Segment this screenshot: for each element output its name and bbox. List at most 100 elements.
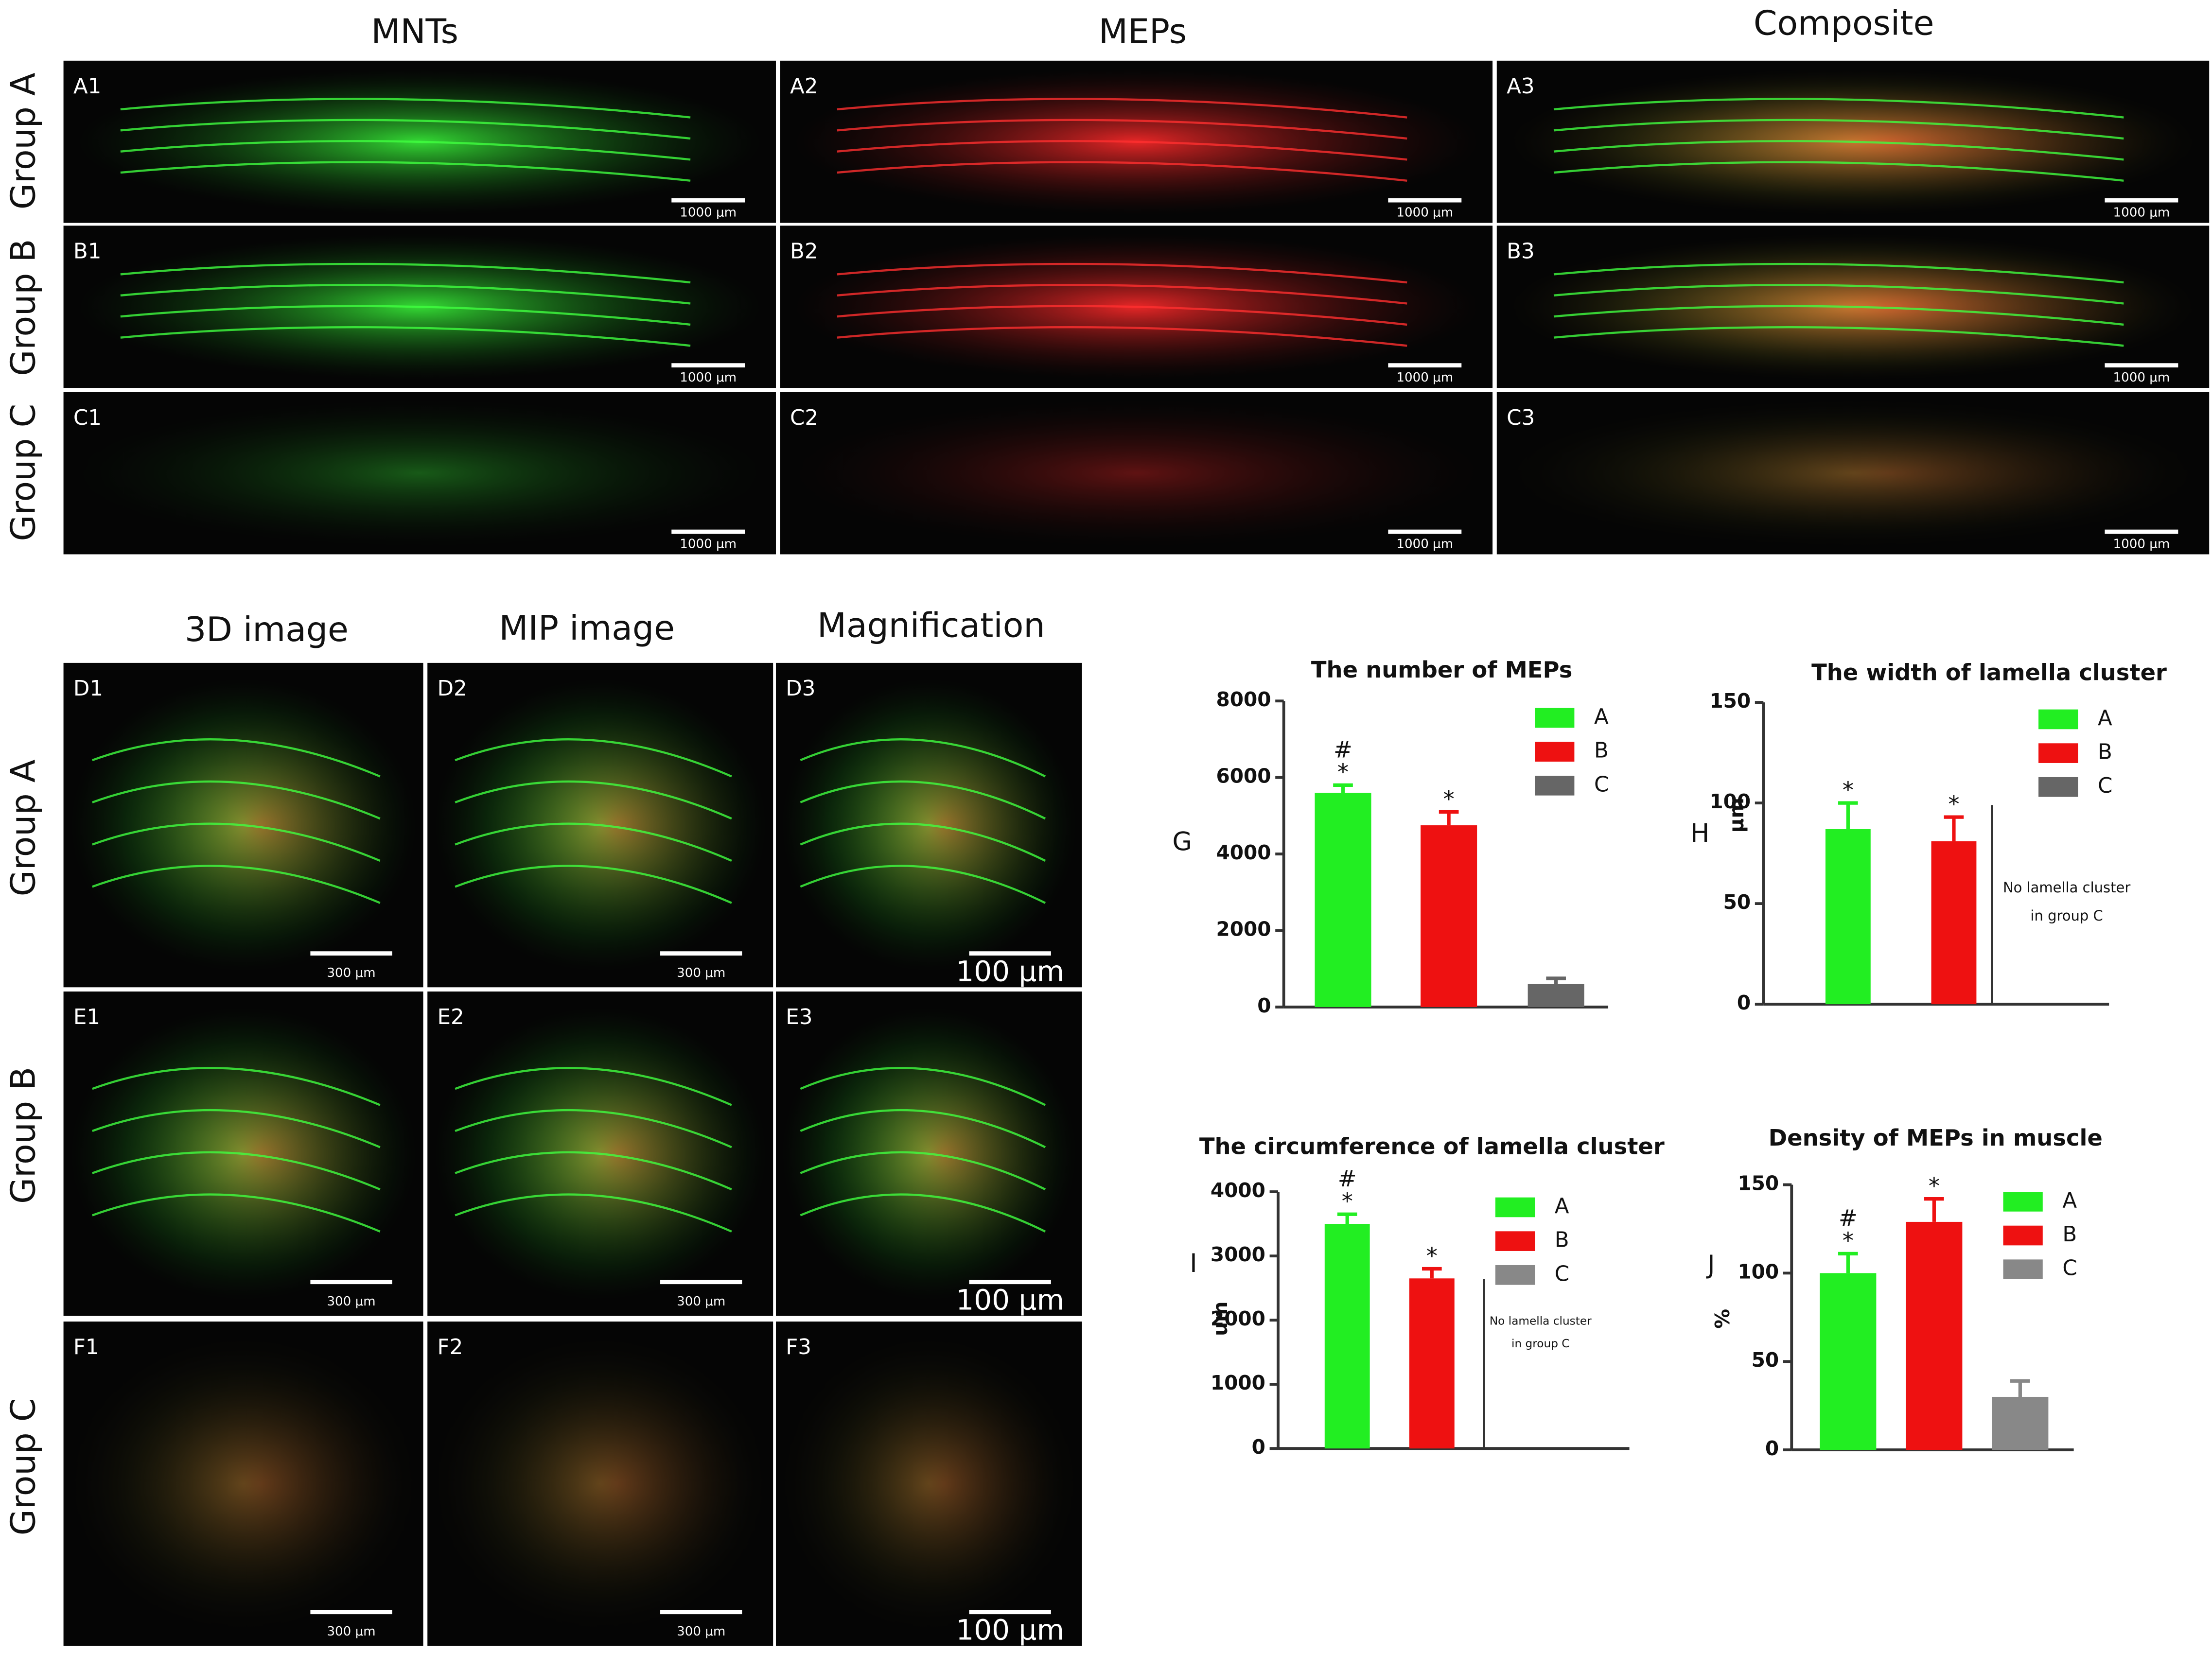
panel-label: E3: [786, 1005, 812, 1029]
row-label: Group A: [3, 72, 43, 209]
fiber: [92, 1067, 381, 1106]
legend-swatch: [1535, 776, 1575, 796]
tissue-red: [1617, 250, 2159, 364]
fiber: [455, 738, 732, 778]
scale-bar-label: 1000 μm: [1396, 537, 1453, 552]
fiber: [92, 738, 381, 778]
legend-swatch: [2038, 709, 2078, 730]
panel-label: C2: [790, 406, 818, 430]
fiber: [800, 1109, 1046, 1148]
fiber: [455, 780, 732, 820]
tissue-red: [828, 712, 1061, 939]
tissue-red: [828, 1370, 1061, 1598]
scale-bar-label: 300 μm: [327, 1624, 375, 1639]
legend-label: A: [2062, 1188, 2077, 1213]
legend-swatch: [2003, 1259, 2043, 1279]
y-tick-label: 100: [1709, 790, 1751, 813]
legend-swatch: [1495, 1197, 1535, 1218]
tissue-red: [124, 1040, 398, 1268]
legend-label: B: [1555, 1228, 1569, 1253]
error-bar: [1838, 801, 1858, 829]
fiber: [837, 284, 1407, 305]
fiber: [837, 119, 1407, 140]
error-bar: [1333, 783, 1353, 793]
fiber: [455, 1067, 732, 1106]
panel-label: A3: [1507, 74, 1534, 99]
bar: [1421, 825, 1477, 1007]
tissue-red: [1617, 85, 2159, 199]
legend-label: C: [1555, 1262, 1569, 1286]
bar: [1324, 1224, 1370, 1449]
fiber: [837, 161, 1407, 182]
legend-label: A: [1555, 1194, 1569, 1218]
tissue-red: [486, 1370, 749, 1598]
y-tick-label: 6000: [1216, 765, 1271, 788]
row-label: Group B: [3, 1067, 43, 1204]
scale-bar-label: 1000 μm: [2113, 370, 2170, 385]
significance-mark: *: [1843, 1228, 1854, 1254]
chart-title: The circumference of lamella cluster: [1199, 1133, 1665, 1160]
fiber: [837, 140, 1407, 161]
fiber: [837, 305, 1407, 326]
fiber: [120, 140, 691, 161]
fiber: [455, 1151, 732, 1191]
legend-label: B: [2098, 740, 2112, 765]
tissue-red: [828, 1040, 1061, 1268]
scale-bar-label: 300 μm: [677, 1294, 725, 1309]
scale-bar-label: 1000 μm: [680, 206, 737, 220]
scale-bar-label: 1000 μm: [2113, 537, 2170, 552]
error-bar: [1546, 976, 1566, 984]
legend-label: C: [2062, 1256, 2077, 1281]
legend-swatch: [1535, 742, 1575, 762]
bar: [1992, 1396, 2049, 1450]
fiber: [1553, 305, 2124, 326]
panel-letter: G: [1172, 827, 1192, 856]
panel-label: C1: [73, 406, 102, 430]
fiber: [120, 326, 691, 347]
y-tick-label: 150: [1738, 1172, 1779, 1195]
tissue-red: [486, 712, 749, 939]
fiber: [455, 1193, 732, 1233]
legend-label: A: [1594, 705, 1609, 729]
panel-label: D2: [438, 677, 467, 701]
fiber: [837, 262, 1407, 284]
legend-label: B: [2062, 1222, 2077, 1247]
bar: [1906, 1221, 1963, 1450]
panel-label: A1: [73, 74, 101, 99]
scale-bar-label: 100 μm: [956, 1614, 1064, 1647]
fiber: [92, 1151, 381, 1191]
column-header: 3D image: [185, 610, 349, 649]
tissue: [794, 400, 1478, 546]
y-axis-label: μm: [1725, 798, 1748, 833]
panel-label: B3: [1507, 239, 1535, 263]
error-bar: [1944, 815, 1964, 841]
scale-bar-label: 1000 μm: [2113, 206, 2170, 220]
fiber: [455, 865, 732, 904]
fiber: [1553, 326, 2124, 347]
y-axis-label: %: [1711, 1309, 1734, 1329]
tissue: [77, 400, 762, 546]
fiber: [120, 284, 691, 305]
fiber: [800, 1151, 1046, 1191]
chart-title: The width of lamella cluster: [1811, 660, 2167, 686]
significance-mark: *: [1948, 791, 1959, 817]
y-tick-label: 50: [1752, 1348, 1779, 1372]
fiber: [120, 98, 691, 119]
fiber: [800, 738, 1046, 778]
scale-bar-label: 100 μm: [956, 955, 1064, 988]
scale-bar-label: 100 μm: [956, 1284, 1064, 1317]
y-tick-label: 150: [1709, 689, 1751, 713]
y-tick-label: 100: [1738, 1260, 1779, 1283]
bar: [1931, 841, 1977, 1005]
tissue-red: [124, 1370, 398, 1598]
bar: [1820, 1273, 1877, 1450]
legend-label: C: [2098, 774, 2112, 798]
panel-letter: H: [1690, 819, 1709, 848]
row-label: Group B: [3, 239, 43, 376]
scale-bar-label: 300 μm: [677, 1624, 725, 1639]
annotation: No lamella cluster: [2003, 879, 2130, 896]
panel-label: A2: [790, 74, 818, 99]
annotation: in group C: [1511, 1337, 1570, 1350]
legend-label: C: [1594, 772, 1609, 797]
